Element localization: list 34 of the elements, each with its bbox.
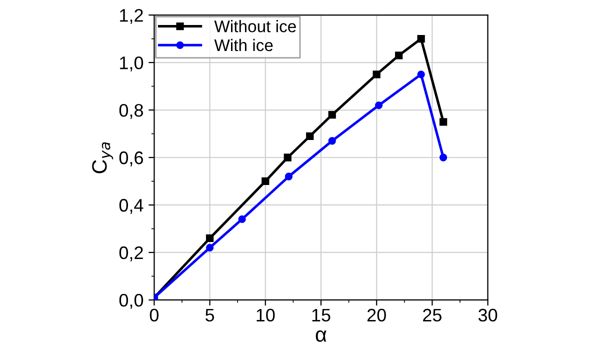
point — [440, 154, 448, 162]
x-tick-label: 25 — [423, 308, 442, 322]
point — [395, 52, 403, 60]
y-axis-title: C$_{ya}$ — [92, 142, 114, 174]
point — [372, 70, 380, 78]
x-axis-title: α — [316, 330, 326, 342]
point — [375, 101, 383, 110]
point — [262, 177, 270, 186]
x-tick-label: 5 — [206, 308, 214, 322]
point — [238, 215, 246, 224]
point — [440, 118, 448, 126]
y-tick-label: 0,4 — [119, 198, 144, 214]
point — [328, 137, 336, 145]
x-tick-label: 30 — [478, 308, 498, 322]
x-tick-label: 20 — [367, 308, 386, 322]
point — [328, 110, 336, 119]
point — [284, 172, 293, 180]
point — [417, 70, 425, 78]
y-tick-label: 0,0 — [119, 294, 144, 309]
legend-label: Without ice — [214, 20, 296, 32]
point — [206, 234, 214, 242]
y-tick-label: 0,2 — [119, 246, 143, 262]
y-tick-label: 0,8 — [119, 104, 143, 119]
point — [206, 244, 214, 252]
point — [284, 154, 292, 162]
x-tick-label: 15 — [312, 308, 330, 322]
point — [417, 34, 425, 43]
point — [306, 132, 314, 140]
legend-label: With ice — [214, 38, 273, 52]
y-tick-label: 1,2 — [120, 8, 143, 24]
y-tick-label: 0,6 — [119, 151, 143, 166]
x-tick-label: 0 — [150, 308, 159, 322]
x-tick-label: 10 — [256, 308, 275, 322]
y-tick-label: 1,0 — [120, 56, 144, 72]
